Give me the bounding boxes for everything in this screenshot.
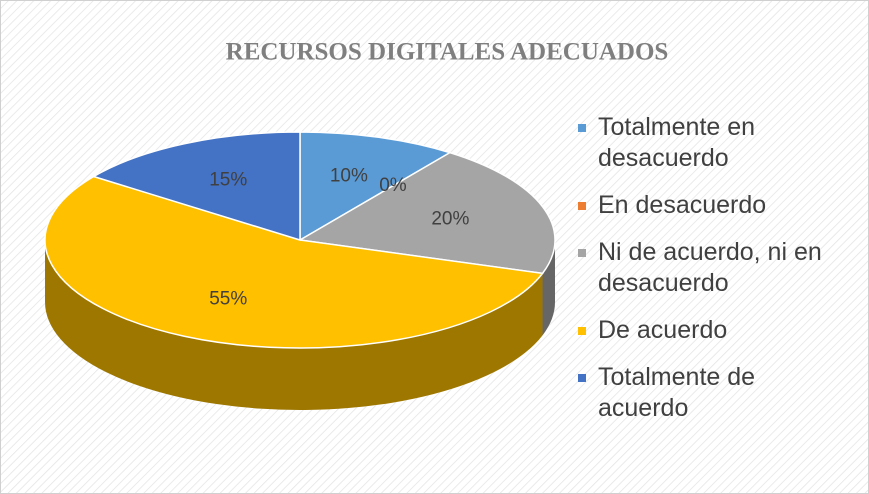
legend-item: En desacuerdo	[576, 190, 838, 221]
pie: 10% 0% 20% 55% 15%	[44, 131, 556, 411]
data-label: 55%	[209, 289, 247, 310]
legend-item: Ni de acuerdo, ni en desacuerdo	[576, 237, 838, 299]
legend-swatch	[578, 327, 586, 335]
data-label: 10%	[330, 165, 368, 186]
chart-title: RECURSOS DIGITALES ADECUADOS	[226, 39, 669, 66]
legend-swatch	[578, 202, 586, 210]
legend-label: Ni de acuerdo, ni en desacuerdo	[598, 238, 822, 297]
data-label: 0%	[379, 175, 407, 196]
pie-slice	[91, 131, 301, 242]
legend-item: Totalmente en desacuerdo	[576, 112, 838, 174]
legend-item: De acuerdo	[576, 315, 838, 346]
pie-slice	[299, 131, 452, 242]
data-label: 15%	[209, 169, 247, 190]
legend: Totalmente en desacuerdo En desacuerdo Ni …	[576, 112, 838, 440]
pie-slice	[44, 175, 544, 349]
legend-swatch	[578, 374, 586, 382]
legend-item: Totalmente de acuerdo	[576, 362, 838, 424]
legend-swatch	[578, 124, 586, 132]
legend-label: Totalmente en desacuerdo	[598, 113, 756, 172]
legend-label: En desacuerdo	[598, 191, 767, 219]
legend-swatch	[578, 249, 586, 257]
pie-side	[542, 240, 555, 336]
pie-slice	[297, 151, 556, 275]
legend-label: De acuerdo	[598, 316, 728, 344]
data-label: 20%	[431, 208, 469, 229]
pie-side	[45, 240, 543, 411]
legend-label: Totalmente de acuerdo	[598, 363, 756, 422]
